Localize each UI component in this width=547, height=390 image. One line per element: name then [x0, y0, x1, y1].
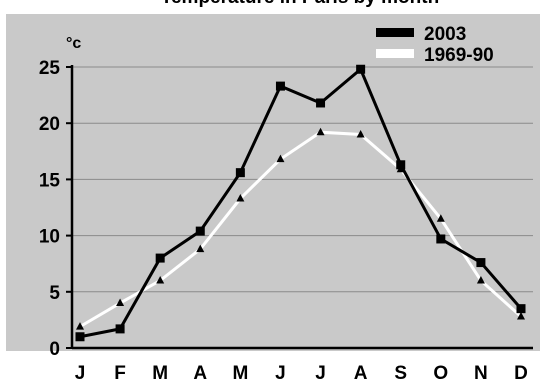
x-tick-label: S — [394, 363, 407, 384]
data-point — [156, 276, 165, 284]
data-point — [196, 244, 205, 253]
y-tick-label: 10 — [39, 227, 60, 248]
data-point — [436, 214, 445, 222]
data-point — [396, 164, 405, 173]
series-line — [79, 130, 523, 328]
axes — [70, 65, 533, 350]
series-line — [79, 66, 523, 339]
data-point — [476, 258, 486, 268]
data-point — [276, 154, 285, 163]
y-tick-label: 5 — [49, 283, 60, 304]
legend-swatch — [376, 49, 414, 58]
data-point — [316, 127, 325, 136]
data-point — [116, 298, 125, 307]
x-tick-label: F — [114, 363, 126, 384]
data-point — [517, 312, 525, 320]
data-point — [236, 194, 245, 202]
x-tick-label: O — [433, 363, 448, 384]
data-point — [195, 226, 205, 236]
x-tick-label: D — [514, 363, 528, 384]
y-tick-label: 25 — [39, 58, 61, 79]
x-tick-label: J — [275, 363, 286, 384]
data-point — [356, 64, 366, 74]
x-tick-label: J — [315, 363, 326, 384]
data-point — [235, 168, 245, 178]
y-tick-label: 20 — [39, 114, 60, 135]
chart-title: Temperature in Paris by month — [161, 0, 439, 8]
x-tick-label: M — [152, 363, 168, 384]
x-tick-label: N — [474, 363, 488, 384]
data-point — [516, 304, 526, 314]
x-tick-label: J — [75, 363, 86, 384]
data-point — [316, 98, 326, 108]
data-point — [275, 81, 285, 91]
x-tick-label: M — [232, 363, 248, 384]
data-point — [76, 322, 84, 330]
data-point — [356, 129, 365, 138]
unit-label: °c — [66, 35, 81, 52]
x-tick-label: A — [193, 363, 207, 384]
series-layer — [75, 64, 526, 342]
y-tick-label: 15 — [39, 170, 61, 191]
legend-swatch — [376, 28, 414, 37]
data-point — [75, 332, 85, 342]
data-point — [155, 253, 165, 263]
tick-labels: 0 5 10 15 20 25 J F M A M J J A S O N D — [39, 58, 528, 384]
data-point — [115, 324, 125, 334]
x-tick-label: A — [354, 363, 368, 384]
legend-label: 2003 — [424, 24, 466, 45]
y-tick-label: 0 — [49, 339, 60, 360]
data-point — [436, 234, 446, 244]
grid — [72, 66, 533, 293]
plot-background — [6, 14, 540, 351]
legend-label: 1969-90 — [424, 45, 494, 66]
data-point — [476, 276, 485, 284]
